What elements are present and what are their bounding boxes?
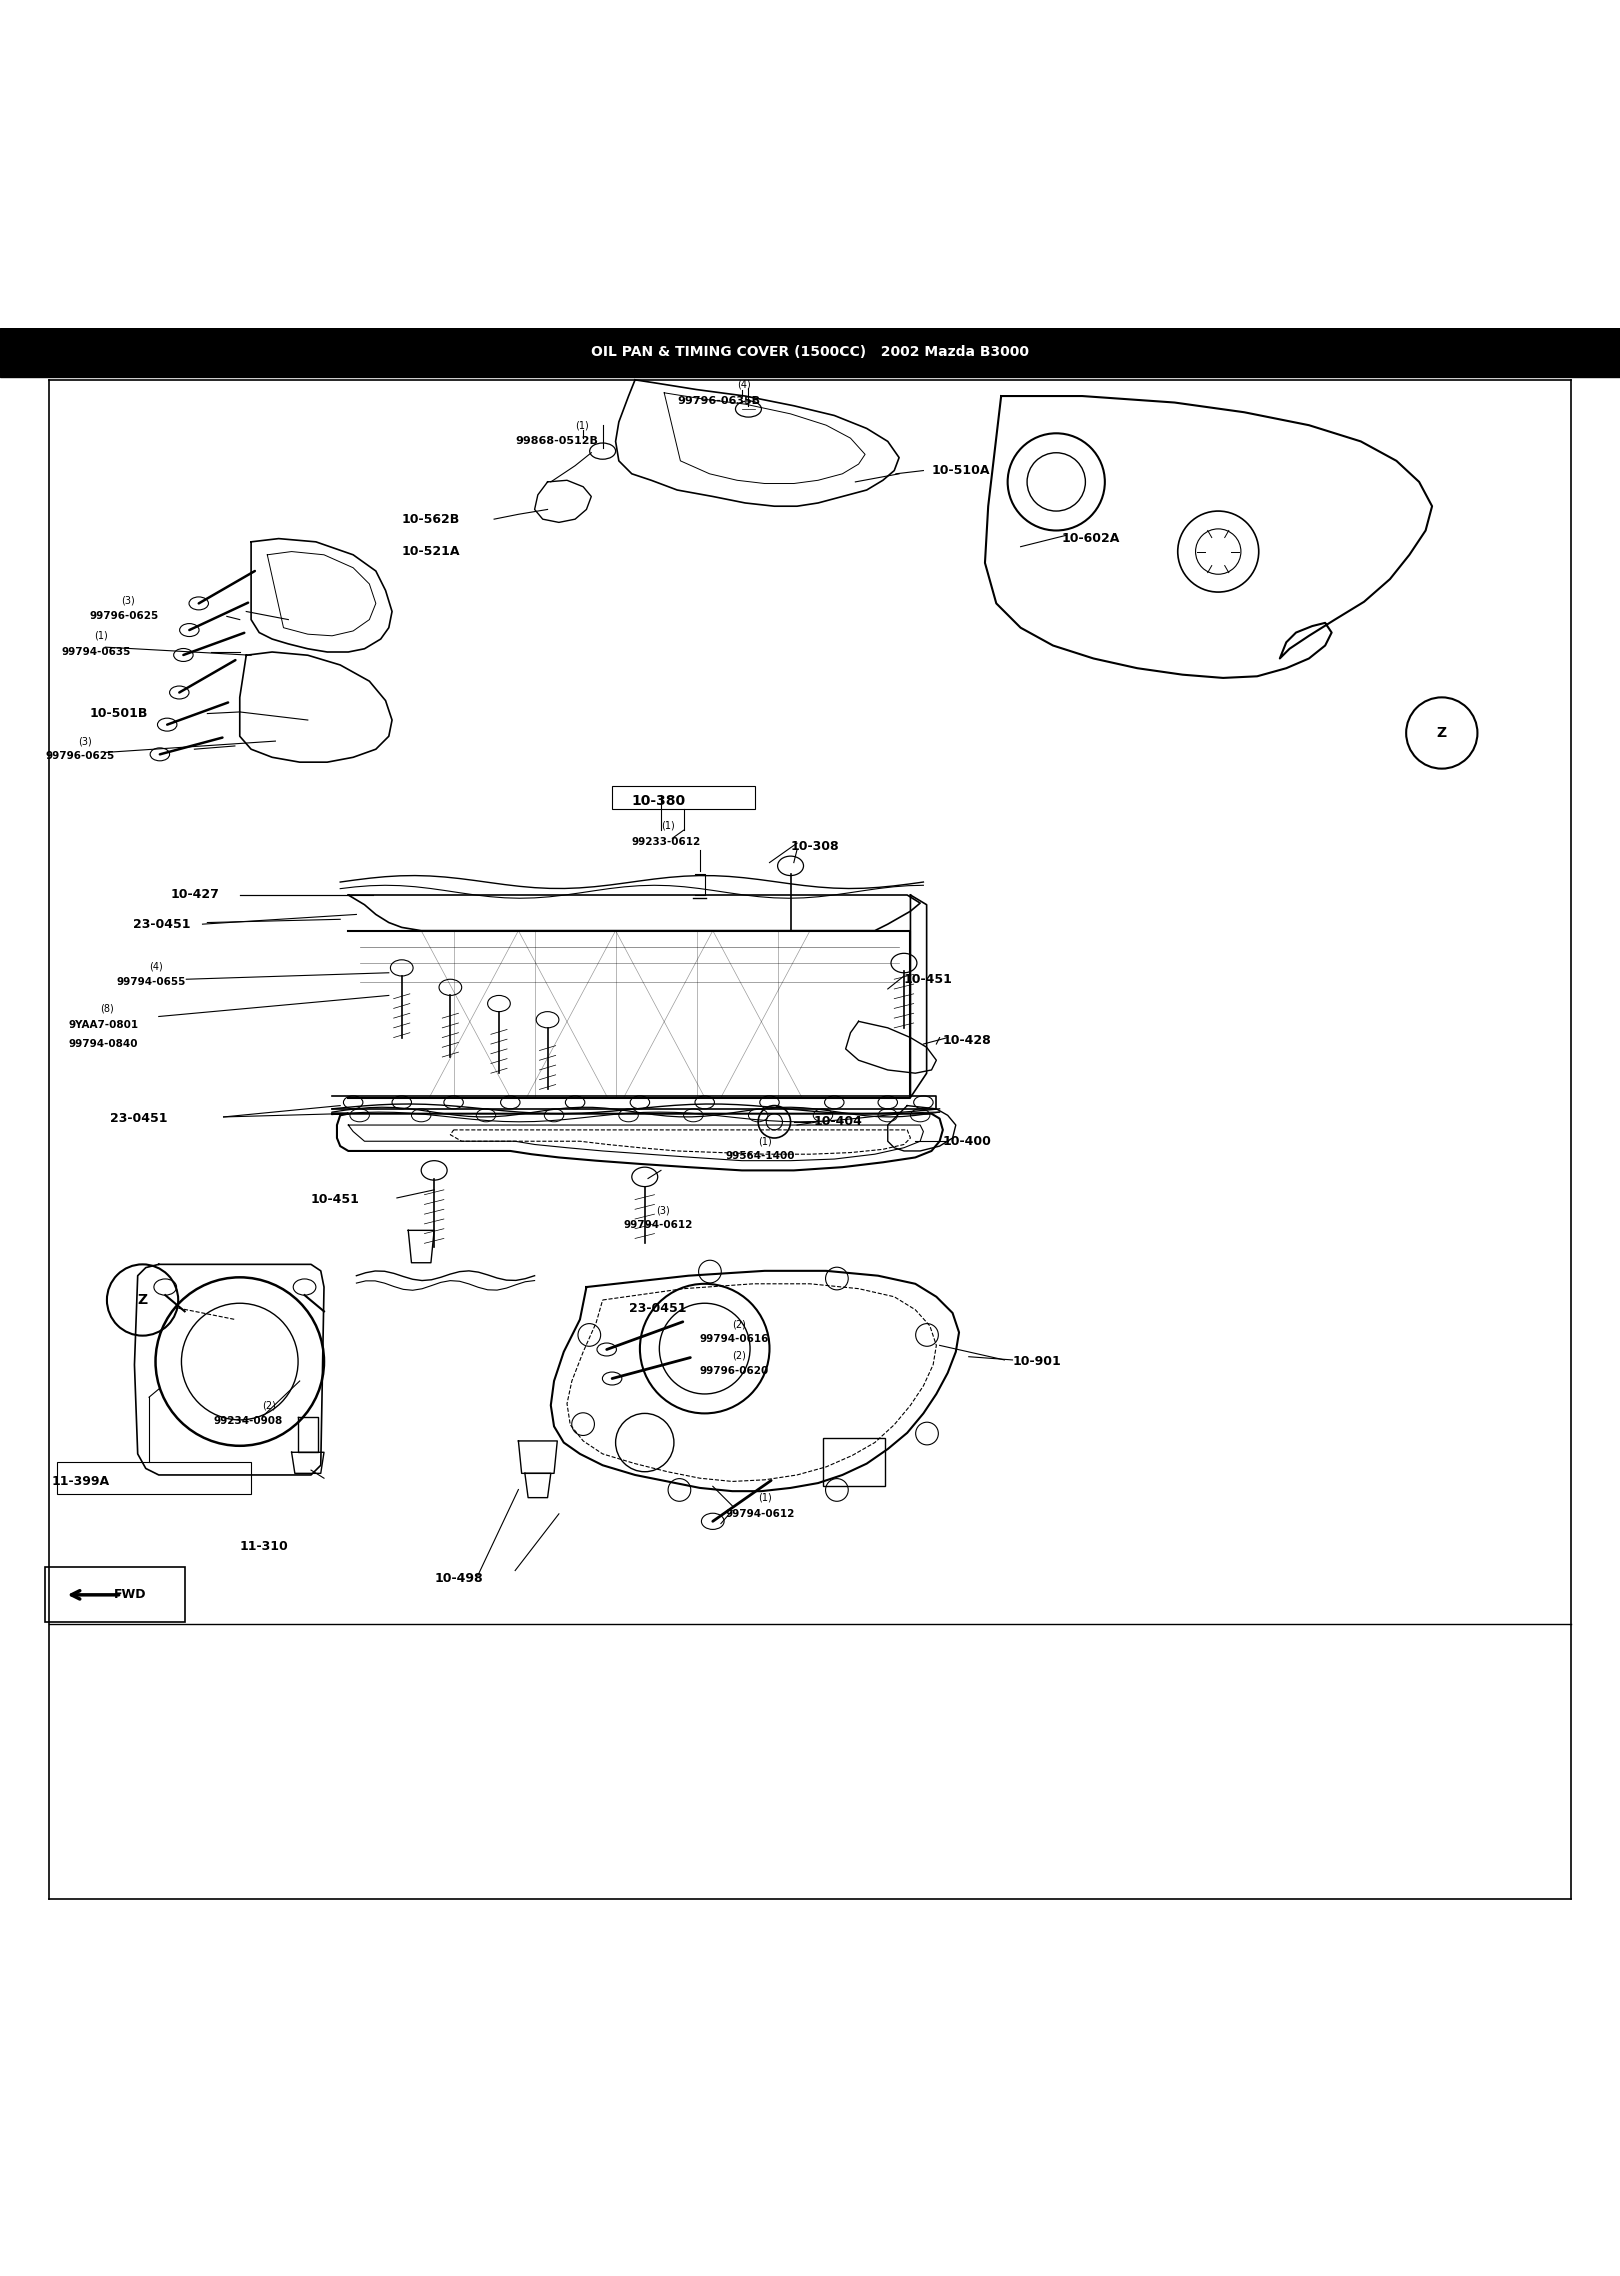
Text: 99794-0635: 99794-0635 [62, 646, 131, 658]
Text: (1): (1) [758, 1136, 771, 1147]
Text: 10-451: 10-451 [904, 972, 953, 986]
Text: 10-400: 10-400 [943, 1136, 991, 1147]
Bar [612, 787, 755, 810]
Text: (1): (1) [94, 630, 107, 642]
Text: 99796-0625: 99796-0625 [89, 612, 159, 621]
Text: 9YAA7-0801: 9YAA7-0801 [68, 1020, 138, 1029]
Text: 99794-0655: 99794-0655 [117, 976, 186, 988]
Text: (1): (1) [661, 819, 674, 831]
Text: 99796-0625: 99796-0625 [45, 751, 115, 760]
Text: (1): (1) [758, 1493, 771, 1502]
Text: (8): (8) [100, 1004, 113, 1013]
Text: 10-427: 10-427 [170, 888, 219, 901]
Text: 10-428: 10-428 [943, 1033, 991, 1047]
Text: (3): (3) [656, 1206, 669, 1215]
Text: 10-501B: 10-501B [89, 708, 147, 719]
Text: 10-510A: 10-510A [931, 464, 990, 478]
Text: 10-521A: 10-521A [402, 544, 460, 558]
Text: 99794-0616: 99794-0616 [700, 1334, 770, 1343]
Text: 99794-0612: 99794-0612 [624, 1220, 693, 1231]
Text: (3): (3) [78, 735, 91, 747]
Text: (1): (1) [575, 421, 588, 430]
Text: 10-404: 10-404 [813, 1115, 862, 1129]
Text: (4): (4) [149, 960, 162, 972]
Text: 99796-0635B: 99796-0635B [677, 396, 760, 405]
Text: 99233-0612: 99233-0612 [632, 838, 701, 847]
Text: 10-602A: 10-602A [1061, 533, 1119, 544]
Text: 11-310: 11-310 [240, 1541, 288, 1552]
Text: 23-0451: 23-0451 [110, 1113, 167, 1124]
Text: 99794-0840: 99794-0840 [68, 1040, 138, 1049]
Text: 23-0451: 23-0451 [629, 1302, 685, 1316]
Bar [0, 328, 1620, 376]
Text: 10-562B: 10-562B [402, 512, 460, 526]
Text: (2): (2) [732, 1320, 747, 1329]
Text: 99794-0612: 99794-0612 [726, 1509, 795, 1518]
Text: FWD: FWD [113, 1589, 146, 1602]
Text: Z: Z [138, 1293, 147, 1306]
Text: (2): (2) [732, 1350, 747, 1361]
Text: 99564-1400: 99564-1400 [726, 1152, 795, 1161]
Text: (4): (4) [737, 380, 750, 389]
Text: 23-0451: 23-0451 [133, 917, 190, 931]
Text: 10-498: 10-498 [434, 1573, 483, 1584]
Text: 10-308: 10-308 [791, 840, 839, 854]
Text: 10-380: 10-380 [632, 794, 685, 808]
Bar [823, 1438, 885, 1486]
Text: (2): (2) [262, 1400, 277, 1411]
Text: 99796-0620: 99796-0620 [700, 1366, 770, 1377]
Text: 11-399A: 11-399A [52, 1475, 110, 1489]
Text: 99868-0512B: 99868-0512B [515, 437, 598, 446]
Text: 10-451: 10-451 [311, 1193, 360, 1206]
Text: OIL PAN & TIMING COVER (1500CC)   2002 Mazda B3000: OIL PAN & TIMING COVER (1500CC) 2002 Maz… [591, 346, 1029, 360]
Text: 10-901: 10-901 [1012, 1354, 1061, 1368]
Text: (3): (3) [122, 594, 134, 605]
Text: Z: Z [1437, 726, 1447, 740]
Bar [57, 1461, 251, 1495]
Text: 99234-0908: 99234-0908 [214, 1416, 284, 1427]
